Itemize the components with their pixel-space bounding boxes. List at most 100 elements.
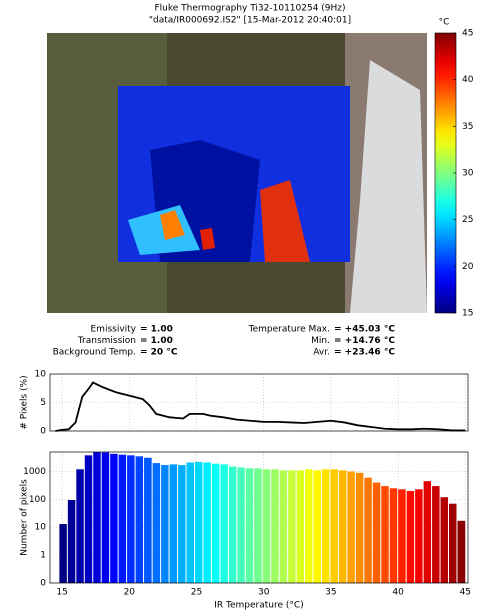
info-panel: Emissivity = 1.00 Transmission = 1.00 Backgr… xyxy=(53,325,396,358)
ir-photo xyxy=(47,33,427,313)
y-tick-label: 10 xyxy=(35,523,47,533)
bar xyxy=(110,453,118,583)
title: Fluke Thermography Ti32-10110254 (9Hz) xyxy=(154,4,345,14)
colorbar-tick-label: 40 xyxy=(462,75,474,85)
x-tick-label: 30 xyxy=(258,588,270,598)
bar xyxy=(127,455,135,583)
bar xyxy=(305,469,313,583)
bar xyxy=(101,452,110,583)
bar xyxy=(296,470,305,583)
bar xyxy=(355,472,364,583)
x-axis-label: IR Temperature (°C) xyxy=(214,601,303,611)
y-axis-label: Number of pixels xyxy=(20,479,30,556)
bar xyxy=(415,489,423,583)
colorbar-tick-label: 20 xyxy=(462,262,474,272)
x-tick-label: 20 xyxy=(124,588,136,598)
bar xyxy=(432,486,440,583)
info-label: Background Temp. xyxy=(53,348,136,358)
info-label: Temperature Max. xyxy=(248,325,330,335)
bar xyxy=(398,489,406,583)
bar xyxy=(423,481,432,583)
x-tick-label: 40 xyxy=(392,588,404,598)
y-tick-label: 5 xyxy=(40,398,46,408)
info-label: Transmission xyxy=(77,336,136,346)
data-line xyxy=(55,381,466,432)
bar xyxy=(271,469,279,583)
colorbar-tick-label: 45 xyxy=(462,29,473,39)
info-value: = 1.00 xyxy=(140,336,173,346)
bar xyxy=(178,465,186,583)
hot-spot xyxy=(160,210,185,240)
bar xyxy=(389,488,398,583)
bar xyxy=(135,456,144,583)
x-tick-label: 35 xyxy=(325,588,336,598)
info-value: = 20 °C xyxy=(140,348,178,358)
y-tick-label: 1000 xyxy=(23,467,46,477)
info-label: Min. xyxy=(311,336,330,346)
x-tick-label: 25 xyxy=(191,588,202,598)
bar xyxy=(381,486,389,583)
bar xyxy=(84,455,93,583)
bar xyxy=(457,520,466,583)
plot-area xyxy=(50,374,468,431)
bar xyxy=(203,462,211,583)
bar xyxy=(237,467,245,583)
bar xyxy=(59,524,67,583)
colorbar-tick-label: 15 xyxy=(462,309,473,319)
bar xyxy=(245,468,254,583)
bar xyxy=(449,503,457,583)
x-tick-label: 45 xyxy=(460,588,471,598)
subtitle: "data/IR000692.IS2" [15-Mar-2012 20:40:0… xyxy=(149,16,351,26)
axes-frame xyxy=(49,451,469,584)
bar xyxy=(169,464,178,583)
y-tick-label: 100 xyxy=(29,495,46,505)
bar xyxy=(254,468,262,583)
info-value: = +45.03 °C xyxy=(334,325,395,335)
x-tick-label: 15 xyxy=(56,588,67,598)
bar xyxy=(228,466,237,583)
colorbar-unit: °C xyxy=(439,18,450,28)
bar xyxy=(186,462,194,583)
bar xyxy=(347,471,355,583)
info-label: Emissivity xyxy=(90,325,136,335)
colorbar-tick-label: 30 xyxy=(462,169,474,179)
bar xyxy=(118,454,127,583)
bar xyxy=(194,461,203,583)
info-value: = +23.46 °C xyxy=(334,348,395,358)
bar xyxy=(211,463,220,583)
bar xyxy=(144,457,152,583)
info-value: = +14.76 °C xyxy=(334,336,395,346)
colorbar-tick-label: 35 xyxy=(462,122,473,132)
bar xyxy=(364,477,372,583)
bar xyxy=(338,470,347,583)
water xyxy=(350,60,427,313)
bar xyxy=(279,470,288,583)
bar xyxy=(313,470,321,583)
y-tick-label: 1 xyxy=(40,551,46,561)
info-value: = 1.00 xyxy=(140,325,173,335)
bar xyxy=(67,499,76,583)
y-axis-label: # Pixels (%) xyxy=(20,375,30,429)
bar xyxy=(76,469,84,583)
hot-spot xyxy=(200,228,215,250)
hot-area xyxy=(260,180,310,262)
bar xyxy=(330,469,338,583)
info-label: Avr. xyxy=(313,348,330,358)
colorbar xyxy=(434,32,457,314)
bar xyxy=(161,465,169,583)
bar xyxy=(406,490,415,583)
bar xyxy=(93,452,101,583)
axes-frame xyxy=(49,373,469,432)
y-tick-label: 10 xyxy=(35,370,47,380)
bar xyxy=(152,463,161,583)
y-tick-label: 0 xyxy=(40,579,46,589)
bar xyxy=(288,470,296,583)
bar xyxy=(220,464,228,583)
bar xyxy=(321,469,330,583)
colorbar-tick-label: 25 xyxy=(462,215,473,225)
y-tick-label: 0 xyxy=(40,427,46,437)
bar xyxy=(440,497,449,583)
bar xyxy=(262,469,271,583)
bar xyxy=(372,482,381,583)
